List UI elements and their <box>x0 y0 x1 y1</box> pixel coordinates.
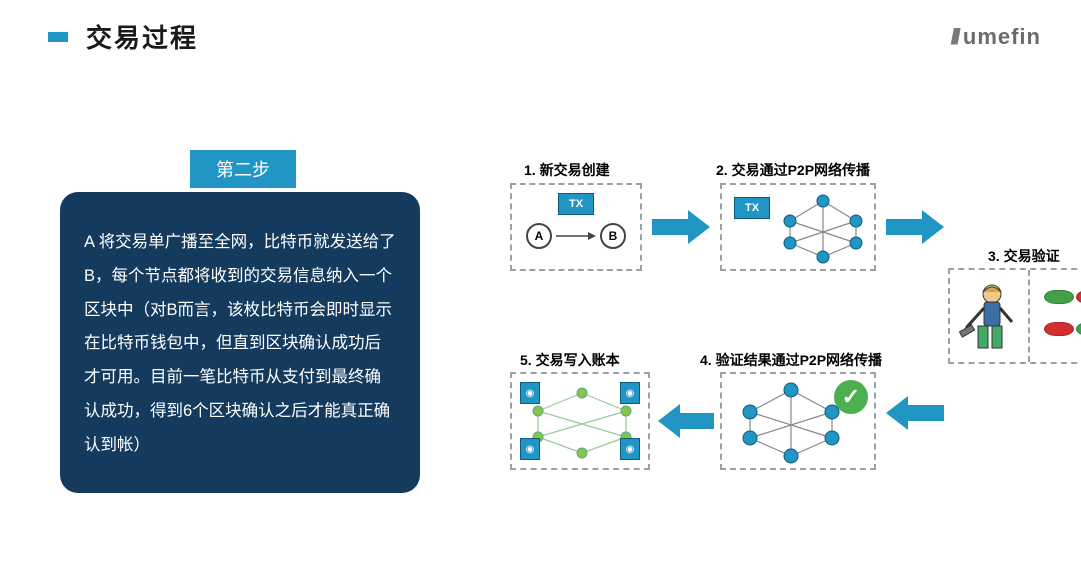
header: 交易过程 /// umefin <box>0 0 1081 55</box>
content: 第二步 A 将交易单广播至全网，比特币就发送给了B，每个节点都将收到的交易信息纳… <box>60 150 1061 558</box>
step2-label: 2. 交易通过P2P网络传播 <box>716 160 870 180</box>
network2-icon <box>736 380 846 466</box>
ab-arrow-icon <box>556 231 596 241</box>
disk-red2-icon <box>1044 322 1074 336</box>
step-badge: 第二步 <box>190 150 296 188</box>
disk-green2-icon <box>1076 322 1081 336</box>
flow-diagram: 1. 新交易创建 TX A B 2. 交易通过P2P网络传播 TX <box>480 150 1081 550</box>
title-group: 交易过程 <box>48 18 198 55</box>
ledger-icon: ◉ <box>620 382 640 404</box>
node-b: B <box>600 223 626 249</box>
network-icon <box>778 193 868 265</box>
brand-text: umefin <box>963 24 1041 50</box>
step1-label: 1. 新交易创建 <box>524 160 610 180</box>
step5-box: ◉ ◉ ◉ ◉ <box>510 372 650 470</box>
step5-label: 5. 交易写入账本 <box>520 350 620 370</box>
brand-logo: /// umefin <box>951 24 1041 50</box>
ledger-icon: ◉ <box>620 438 640 460</box>
arrow-4-5-icon <box>658 404 714 438</box>
step3-box <box>948 268 1081 364</box>
step4-box: ✓ <box>720 372 876 470</box>
disk-red-icon <box>1076 290 1081 304</box>
title-bullet-icon <box>48 32 68 42</box>
ledger-icon: ◉ <box>520 382 540 404</box>
step1-box: TX A B <box>510 183 642 271</box>
page-title: 交易过程 <box>86 18 198 55</box>
step2-box: TX <box>720 183 876 271</box>
miner-icon <box>958 278 1018 358</box>
tx-badge2-icon: TX <box>734 197 770 219</box>
ledger-icon: ◉ <box>520 438 540 460</box>
tx-badge-icon: TX <box>558 193 594 215</box>
brand-stripes-icon: /// <box>951 24 957 50</box>
arrow-3-4-icon <box>886 396 944 430</box>
checkmark-icon: ✓ <box>834 380 868 414</box>
arrow-1-2-icon <box>652 210 710 244</box>
left-panel: 第二步 A 将交易单广播至全网，比特币就发送给了B，每个节点都将收到的交易信息纳… <box>60 150 420 558</box>
node-a: A <box>526 223 552 249</box>
step4-label: 4. 验证结果通过P2P网络传播 <box>700 350 882 370</box>
arrow-2-3-icon <box>886 210 944 244</box>
description-box: A 将交易单广播至全网，比特币就发送给了B，每个节点都将收到的交易信息纳入一个区… <box>60 192 420 493</box>
disk-green-icon <box>1044 290 1074 304</box>
step3-label: 3. 交易验证 <box>988 246 1060 266</box>
